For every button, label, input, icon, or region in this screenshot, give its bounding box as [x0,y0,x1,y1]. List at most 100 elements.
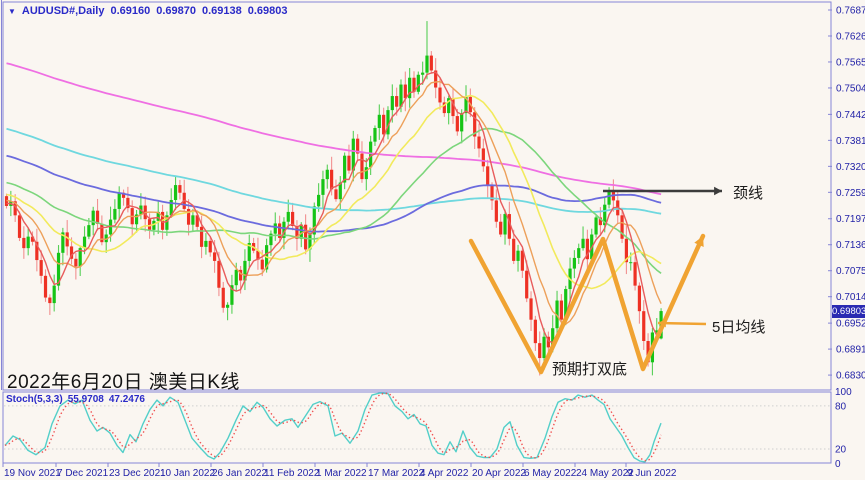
date-axis-label: 17 Mar 2022 [368,468,425,479]
candle-body [564,289,568,320]
stoch-title: Stoch(5,3,3) [6,394,63,405]
candle-body [208,240,212,253]
candle-body [247,243,251,261]
stoch-panel[interactable]: 100 80 20 0 [4,387,852,470]
ma5-arrow-line [657,321,707,326]
candle-body [78,248,82,267]
stoch-panel-frame [2,391,832,464]
ma5-pointer-arrow[interactable] [657,318,707,328]
candle-body [607,191,611,205]
candle-body [533,319,537,344]
candle-body [442,102,446,114]
candle-body [620,215,624,239]
arrow-head [658,318,666,328]
candle-body [321,179,325,195]
date-axis-label: 19 Nov 2021 [4,468,61,479]
candle-body [117,192,121,209]
candle-body [325,169,329,180]
candle-body [221,287,225,308]
candle-body [408,77,412,99]
stoch-signal-value: 47.2476 [108,394,145,405]
chart-title-bar: ▼ AUDUSD#,Daily 0.69160 0.69870 0.69138 … [8,5,288,17]
date-axis-label: 7 Dec 2021 [57,468,109,479]
candle-body [382,114,386,135]
candle-body [629,262,633,264]
neckline-arrow[interactable] [603,186,722,196]
date-axis-label: 1 Mar 2022 [316,468,367,479]
candle-body [56,252,61,286]
candle-body [152,220,156,230]
candle-body [238,269,243,281]
candle-body [421,72,425,75]
candle-body [13,201,17,216]
stoch-axis-label: 0 [835,459,841,470]
candle-body [473,112,477,137]
candle-body [95,210,100,224]
candle-body [351,138,355,171]
candle-body [291,211,295,226]
candle-body [364,167,368,180]
candle-body [304,224,308,250]
candle-body [516,250,520,261]
candle-body [82,236,87,249]
candle-body [460,113,464,132]
candle-body [360,153,364,180]
candle-body [434,70,438,88]
candle-body [503,214,507,235]
candle-body [577,248,581,258]
candle-body [43,275,48,298]
candle-body [551,328,555,348]
candle-body [416,74,420,92]
candle-body [390,96,394,111]
candle-body [373,128,377,142]
ma-line-10 [6,80,662,325]
ma-line-40 [6,127,662,274]
candle-body [395,96,399,107]
stoch-axis-label: 80 [835,401,847,412]
price-axis-label: 0.68300 [836,371,865,382]
chart-caption: 2022年6月20日 澳美日K线 [7,372,240,393]
quote-close: 0.69803 [247,5,288,17]
candle-body [100,223,104,243]
candle-body [633,262,637,286]
candle-body [286,211,290,222]
candle-body [438,87,442,103]
candle-body [477,136,481,149]
candle-body [572,257,576,269]
candle-body [147,219,152,230]
candle-body [256,250,260,260]
candle-body [386,110,390,135]
candle-body [520,250,524,271]
candle-body [312,206,316,235]
candle-body [507,214,511,239]
date-axis-label: 6 May 2022 [524,468,577,479]
date-axis-label: 10 Jan 2022 [160,468,215,479]
candle-body [494,200,498,222]
stoch-axis-label: 20 [835,444,847,455]
symbol-collapse-icon[interactable]: ▼ [8,6,16,16]
candle-body [598,217,602,226]
ma-line-240 [6,62,662,196]
candle-body [412,77,416,92]
candle-body [581,238,585,249]
candle-body [104,234,108,243]
candle-body [637,285,642,312]
candle-body [512,238,516,261]
candle-body [156,211,160,221]
candle-body [481,148,485,167]
ma-line-85 [6,154,662,233]
candle-body [624,238,629,263]
candle-body [451,98,455,117]
